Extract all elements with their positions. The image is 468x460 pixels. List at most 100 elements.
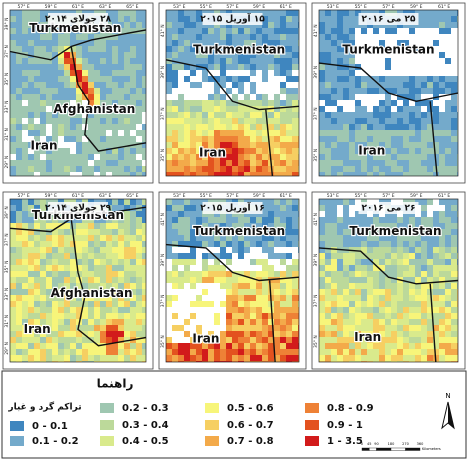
raster-cell	[184, 148, 190, 154]
x-tick-label: 55° E	[200, 193, 212, 199]
raster-cell	[202, 52, 208, 58]
raster-cell	[250, 301, 256, 307]
north-arrow: N	[441, 392, 455, 430]
raster-cell	[112, 217, 118, 223]
raster-cell	[445, 154, 451, 160]
raster-cell	[52, 301, 58, 307]
raster-cell	[172, 40, 178, 46]
raster-cell	[337, 160, 343, 166]
raster-cell	[10, 217, 16, 223]
raster-cell	[70, 70, 76, 76]
raster-cell	[184, 130, 190, 136]
raster-cell	[64, 337, 70, 343]
raster-cell	[343, 76, 349, 82]
legend-label: 0.6 - 0.7	[227, 420, 274, 431]
raster-cell	[286, 130, 292, 136]
north-arrow-fill	[448, 402, 454, 428]
raster-cell	[337, 235, 343, 241]
raster-cell	[373, 172, 379, 176]
raster-cell	[262, 142, 268, 148]
raster-cell	[58, 88, 64, 94]
raster-cell	[226, 64, 232, 70]
raster-cell	[94, 361, 100, 362]
raster-cell	[52, 160, 58, 166]
raster-cell	[439, 142, 445, 148]
raster-cell	[16, 40, 22, 46]
raster-cell	[337, 223, 343, 229]
raster-cell	[268, 16, 274, 22]
raster-cell	[196, 136, 202, 142]
raster-cell	[58, 271, 64, 277]
panel-date: ۲۵ می ۲۰۱۶	[362, 15, 416, 25]
raster-cell	[124, 229, 130, 235]
raster-cell	[343, 28, 349, 34]
raster-cell	[190, 223, 196, 229]
raster-cell	[256, 271, 262, 277]
raster-cell	[190, 70, 196, 76]
raster-cell	[331, 130, 337, 136]
raster-cell	[34, 259, 40, 265]
raster-cell	[58, 28, 64, 34]
raster-cell	[172, 118, 178, 124]
raster-cell	[349, 229, 355, 235]
raster-cell	[208, 124, 214, 130]
raster-cell	[118, 52, 124, 58]
raster-cell	[238, 301, 244, 307]
raster-cell	[385, 259, 391, 265]
raster-cell	[118, 88, 124, 94]
raster-cell	[349, 82, 355, 88]
raster-cell	[166, 64, 172, 70]
raster-cell	[10, 172, 16, 176]
raster-cell	[34, 223, 40, 229]
raster-cell	[325, 118, 331, 124]
raster-cell	[34, 16, 40, 22]
raster-cell	[106, 160, 112, 166]
raster-cell	[274, 124, 280, 130]
raster-cell	[196, 160, 202, 166]
raster-cell	[439, 319, 445, 325]
raster-cell	[184, 76, 190, 82]
raster-cell	[226, 349, 232, 355]
raster-cell	[349, 130, 355, 136]
raster-cell	[16, 199, 22, 205]
scale-segment	[376, 447, 392, 451]
raster-cell	[427, 223, 433, 229]
raster-cell	[10, 142, 16, 148]
raster-cell	[268, 100, 274, 106]
raster-cell	[70, 76, 76, 82]
raster-cell	[349, 28, 355, 34]
raster-cell	[52, 106, 58, 112]
raster-cell	[136, 10, 142, 16]
raster-cell	[34, 319, 40, 325]
raster-cell	[331, 88, 337, 94]
raster-cell	[76, 136, 82, 142]
raster-cell	[184, 199, 190, 205]
raster-cell	[130, 331, 136, 337]
raster-cell	[184, 343, 190, 349]
raster-cell	[298, 22, 299, 28]
raster-cell	[214, 319, 220, 325]
raster-cell	[325, 112, 331, 118]
raster-cell	[337, 112, 343, 118]
raster-cell	[40, 283, 46, 289]
raster-cell	[331, 229, 337, 235]
raster-cell	[244, 40, 250, 46]
raster-cell	[298, 58, 299, 64]
raster-cell	[34, 307, 40, 313]
raster-cell	[298, 247, 299, 253]
raster-cell	[88, 76, 94, 82]
raster-cell	[415, 94, 421, 100]
raster-cell	[292, 52, 298, 58]
raster-cell	[433, 22, 439, 28]
raster-cell	[361, 166, 367, 172]
raster-cell	[439, 265, 445, 271]
raster-cell	[22, 289, 28, 295]
raster-cell	[445, 247, 451, 253]
raster-cell	[190, 40, 196, 46]
raster-cell	[244, 313, 250, 319]
raster-cell	[427, 118, 433, 124]
x-tick-label: 57° E	[17, 4, 29, 10]
raster-cell	[22, 154, 28, 160]
raster-cell	[58, 307, 64, 313]
raster-cell	[124, 148, 130, 154]
